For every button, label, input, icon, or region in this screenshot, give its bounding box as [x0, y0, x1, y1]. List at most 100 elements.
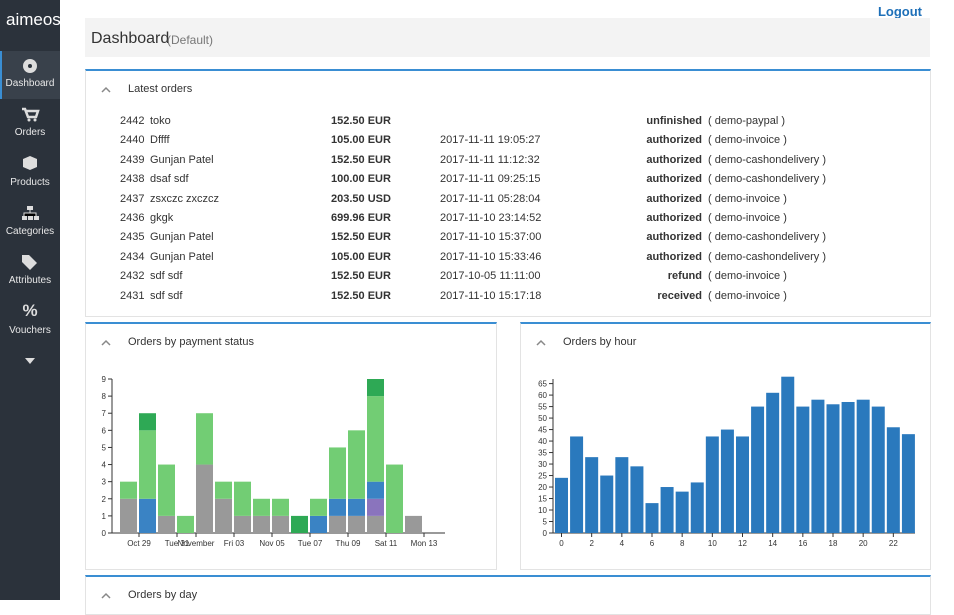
- order-status: authorized: [646, 192, 702, 205]
- order-payment: ( demo-invoice ): [708, 289, 787, 302]
- page-subtitle: (Default): [167, 33, 214, 47]
- x-tick-label: November: [178, 539, 215, 548]
- order-id: 2440: [120, 134, 145, 147]
- sidebar: aimeos % Dashboard Orders Products Categori…: [0, 0, 61, 600]
- bar: [690, 482, 704, 533]
- panel-title[interactable]: Orders by day: [128, 589, 198, 601]
- y-tick-label: 40: [538, 437, 547, 446]
- bar: [570, 436, 584, 533]
- logout[interactable]: Logout: [877, 4, 922, 19]
- bar-segment: [310, 515, 327, 533]
- bar-segment: [158, 464, 175, 516]
- y-tick-label: 0: [102, 529, 107, 538]
- order-payment: ( demo-cashondelivery ): [708, 231, 826, 244]
- bar-segment: [139, 413, 156, 431]
- bar-segment: [139, 430, 156, 499]
- bar-segment: [367, 515, 384, 533]
- x-tick-label: 18: [829, 539, 838, 548]
- bar: [856, 399, 870, 533]
- order-payment: ( demo-paypal ): [708, 115, 786, 127]
- bar-segment: [329, 447, 346, 499]
- bar: [901, 434, 915, 533]
- bar-segment: [215, 481, 232, 499]
- bar-segment: [177, 515, 194, 533]
- nav-item[interactable]: Attributes: [8, 275, 52, 287]
- x-tick-label: Sat 11: [375, 539, 398, 548]
- order-status: refund: [667, 270, 702, 283]
- order-name: zsxczc zxczcz: [150, 192, 220, 205]
- panel-title[interactable]: Latest orders: [128, 83, 193, 95]
- order-id: 2439: [120, 153, 145, 166]
- x-tick-label: Tue 31: [165, 539, 190, 548]
- x-tick-label: Thu 09: [336, 539, 361, 548]
- order-payment: ( demo-cashondelivery ): [708, 153, 826, 166]
- x-tick-label: 0: [559, 539, 564, 548]
- panel-title[interactable]: Orders by hour: [563, 336, 637, 348]
- y-tick-label: 5: [543, 518, 548, 527]
- order-payment: ( demo-invoice ): [708, 270, 787, 283]
- bar-segment: [253, 515, 270, 533]
- bar: [886, 427, 900, 533]
- y-tick-label: 0: [543, 529, 548, 538]
- order-price: 105.00 EUR: [331, 250, 391, 263]
- bar-segment: [272, 515, 289, 533]
- nav-item[interactable]: Orders: [14, 127, 46, 139]
- bar-segment: [196, 464, 213, 533]
- x-tick-label: Nov 05: [259, 539, 285, 548]
- bar: [796, 406, 810, 533]
- y-tick-label: 1: [102, 512, 107, 521]
- bar-segment: [234, 515, 251, 533]
- y-tick-label: 4: [102, 461, 107, 470]
- bar: [615, 457, 629, 533]
- page-title: Dashboard: [91, 30, 170, 47]
- bar-segment: [348, 430, 365, 499]
- nav-item[interactable]: Dashboard: [5, 78, 55, 89]
- bar-segment: [367, 481, 384, 499]
- order-price: 100.00 EUR: [331, 173, 391, 186]
- bar-segment: [329, 515, 346, 533]
- x-tick-label: 20: [859, 539, 868, 548]
- order-id: 2431: [120, 289, 145, 302]
- order-id: 2432: [120, 270, 145, 283]
- order-payment: ( demo-invoice ): [708, 192, 787, 205]
- logo[interactable]: aimeos: [6, 10, 61, 29]
- order-id: 2438: [120, 173, 145, 186]
- nav-item[interactable]: Vouchers: [9, 324, 51, 336]
- order-name: gkgk: [150, 212, 174, 224]
- bar: [720, 429, 734, 533]
- bar-segment: [120, 481, 137, 499]
- order-name: sdf sdf: [150, 270, 183, 283]
- nav-item[interactable]: Categories: [5, 225, 55, 237]
- x-tick-label: 16: [798, 539, 807, 548]
- order-payment: ( demo-invoice ): [708, 212, 787, 224]
- order-name: Gunjan Patel: [150, 231, 214, 244]
- panel-title[interactable]: Orders by payment status: [128, 336, 254, 348]
- order-price: 152.50 EUR: [331, 153, 391, 166]
- order-date: 2017-11-10 23:14:52: [440, 212, 542, 224]
- order-name: Gunjan Patel: [150, 250, 214, 263]
- bar: [645, 503, 659, 533]
- bar-segment: [272, 498, 289, 516]
- bar: [600, 475, 614, 533]
- bar-segment: [386, 464, 403, 533]
- order-date: 2017-11-11 09:25:15: [440, 173, 541, 186]
- x-tick-label: 14: [768, 539, 777, 548]
- order-name: Dffff: [150, 134, 170, 147]
- x-tick-label: Fri 03: [224, 539, 245, 548]
- nav-icons: %: [22, 59, 40, 364]
- order-id: 2442: [120, 115, 145, 127]
- order-status: authorized: [646, 173, 702, 186]
- bar-segment: [348, 515, 365, 533]
- bar-segment: [405, 515, 422, 533]
- bar-segment: [367, 498, 384, 516]
- nav-item[interactable]: Products: [10, 176, 50, 188]
- order-id: 2435: [120, 231, 145, 244]
- bar: [841, 401, 855, 533]
- x-tick-label: Mon 13: [411, 539, 438, 548]
- x-tick-label: 4: [620, 539, 625, 548]
- y-tick-label: 5: [102, 443, 107, 452]
- bar: [660, 487, 674, 533]
- order-price: 699.96 EUR: [331, 212, 391, 224]
- order-id: 2437: [120, 192, 145, 205]
- bar-segment: [367, 396, 384, 482]
